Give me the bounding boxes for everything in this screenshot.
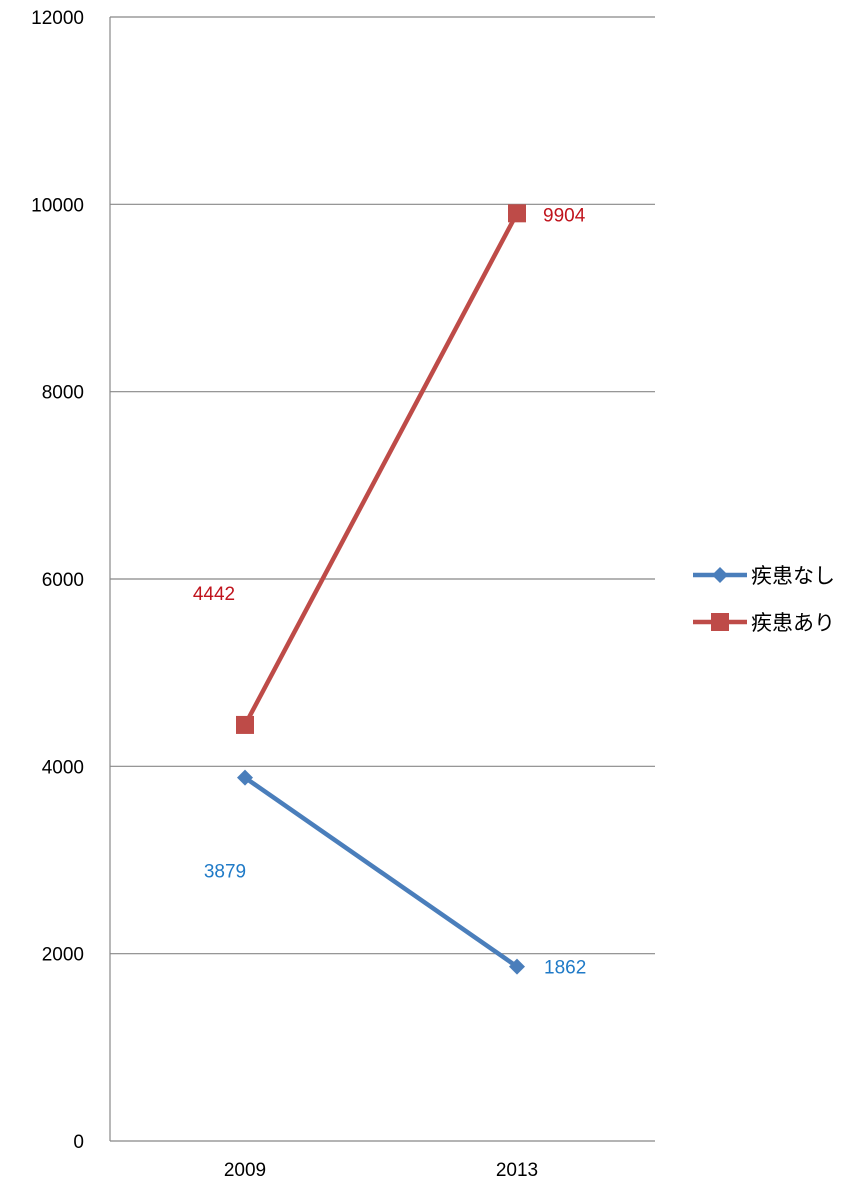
series-line-1 <box>243 775 519 969</box>
series-layer <box>236 204 526 975</box>
legend-label: 疾患なし <box>751 564 835 588</box>
y-axis-tick-labels: 0 2000 4000 6000 8000 10000 12000 <box>31 8 84 1153</box>
x-tick-label: 2009 <box>224 1160 266 1181</box>
data-point-marker <box>509 958 525 975</box>
legend-marker-1 <box>712 567 728 583</box>
data-label: 1862 <box>544 958 586 979</box>
x-tick-label: 2013 <box>496 1160 538 1181</box>
data-point-marker <box>236 715 254 734</box>
data-label: 9904 <box>543 205 586 226</box>
y-tick-label: 2000 <box>42 945 84 966</box>
data-labels: 3879 1862 4442 9904 <box>193 205 586 978</box>
y-tick-label: 10000 <box>31 195 84 216</box>
y-tick-label: 12000 <box>31 8 84 29</box>
legend-label: 疾患あり <box>751 611 835 635</box>
data-point-marker <box>508 204 526 223</box>
y-tick-label: 4000 <box>42 757 84 778</box>
x-axis-tick-labels: 2009 2013 <box>224 1160 538 1181</box>
series-line-2 <box>243 212 519 726</box>
data-point-marker <box>237 769 253 786</box>
y-tick-label: 0 <box>73 1132 84 1153</box>
legend-marker-2 <box>711 613 729 631</box>
gridlines <box>110 16 655 955</box>
data-label: 3879 <box>204 862 246 883</box>
data-label: 4442 <box>193 584 235 605</box>
y-tick-label: 8000 <box>42 383 84 404</box>
y-tick-label: 6000 <box>42 570 84 591</box>
axes <box>109 17 655 1142</box>
